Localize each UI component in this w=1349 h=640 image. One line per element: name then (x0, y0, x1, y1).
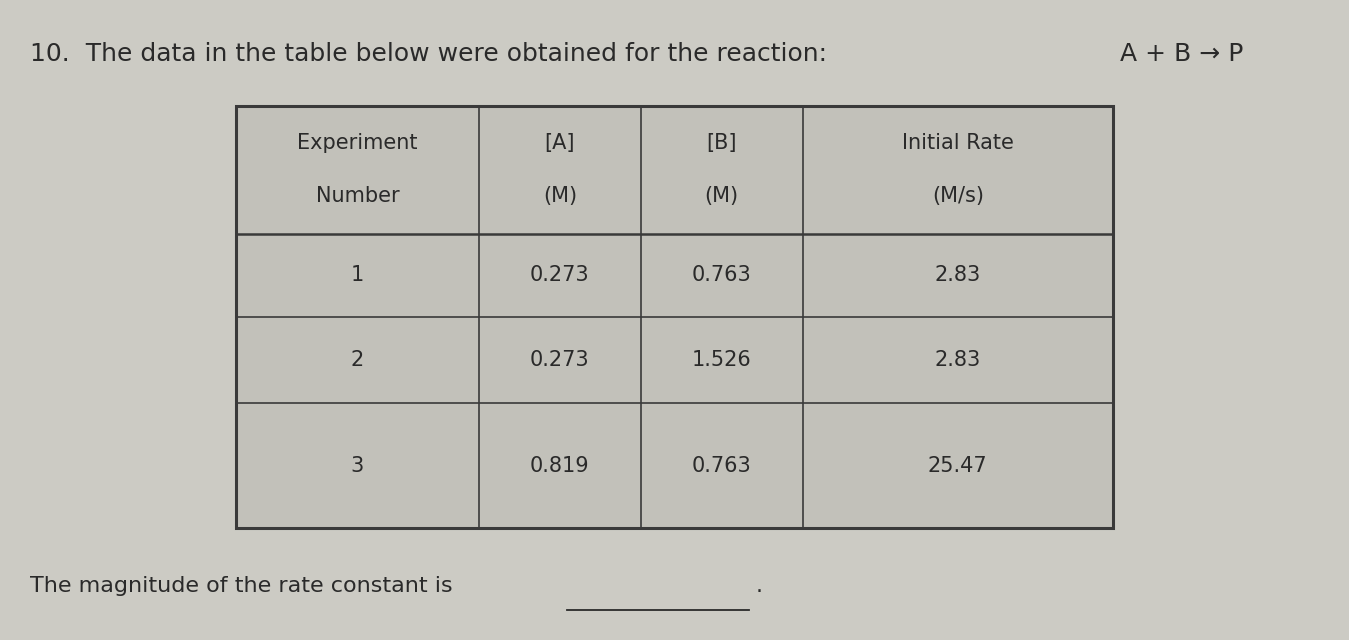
Text: [B]: [B] (707, 132, 737, 153)
Text: (M/s): (M/s) (932, 186, 983, 207)
Text: 2: 2 (351, 350, 364, 370)
Text: .: . (755, 575, 762, 596)
Text: 0.273: 0.273 (530, 265, 590, 285)
Text: The magnitude of the rate constant is: The magnitude of the rate constant is (30, 575, 452, 596)
Text: 3: 3 (351, 456, 364, 476)
Text: 0.819: 0.819 (530, 456, 590, 476)
Text: [A]: [A] (545, 132, 575, 153)
Text: 1.526: 1.526 (692, 350, 751, 370)
Text: Initial Rate: Initial Rate (902, 132, 1013, 153)
Text: 10.  The data in the table below were obtained for the reaction:: 10. The data in the table below were obt… (30, 42, 827, 66)
Text: 2.83: 2.83 (935, 350, 981, 370)
Text: (M): (M) (542, 186, 577, 207)
Bar (236, 106, 1113, 528)
Text: A + B → P: A + B → P (1120, 42, 1242, 66)
Text: 0.763: 0.763 (692, 265, 751, 285)
Text: 0.763: 0.763 (692, 456, 751, 476)
Text: 0.273: 0.273 (530, 350, 590, 370)
Text: 25.47: 25.47 (928, 456, 987, 476)
Bar (236, 106, 1113, 528)
Text: Number: Number (316, 186, 399, 207)
Text: 1: 1 (351, 265, 364, 285)
Text: (M): (M) (704, 186, 739, 207)
Text: 2.83: 2.83 (935, 265, 981, 285)
Text: Experiment: Experiment (297, 132, 418, 153)
